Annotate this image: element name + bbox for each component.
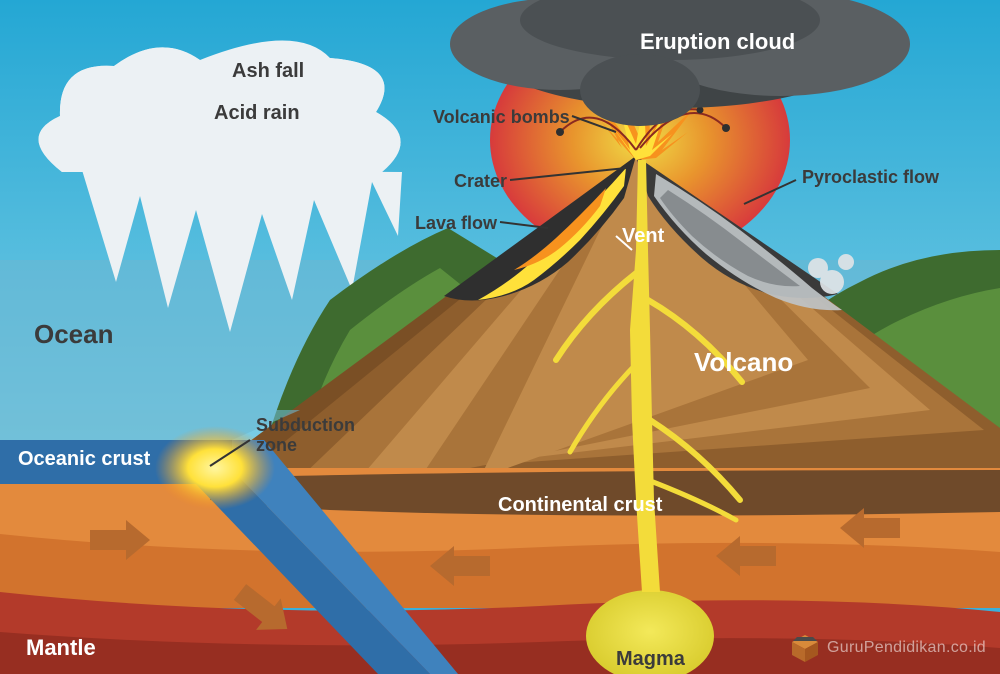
- label-mantle: Mantle: [26, 636, 96, 660]
- cube-icon: [789, 632, 821, 664]
- watermark-text: GuruPendidikan.co.id: [827, 639, 986, 657]
- scene-svg: [0, 0, 1000, 674]
- label-oceanic-crust: Oceanic crust: [18, 448, 150, 470]
- label-lava-flow: Lava flow: [415, 214, 497, 234]
- label-pyroclastic: Pyroclastic flow: [802, 168, 939, 188]
- label-volcano: Volcano: [694, 348, 793, 377]
- label-ocean: Ocean: [34, 320, 114, 349]
- diagram-canvas: Eruption cloud Ash fall Acid rain Volcan…: [0, 0, 1000, 674]
- label-acid-rain: Acid rain: [214, 102, 300, 124]
- label-volcanic-bombs: Volcanic bombs: [433, 108, 570, 128]
- label-eruption-cloud: Eruption cloud: [640, 30, 795, 54]
- label-vent: Vent: [622, 225, 664, 247]
- label-magma: Magma: [616, 648, 685, 670]
- watermark: GuruPendidikan.co.id: [789, 632, 986, 664]
- label-crater: Crater: [454, 172, 507, 192]
- label-continental: Continental crust: [498, 494, 662, 516]
- label-ash-fall: Ash fall: [232, 60, 304, 82]
- label-subduction: Subduction zone: [256, 416, 355, 456]
